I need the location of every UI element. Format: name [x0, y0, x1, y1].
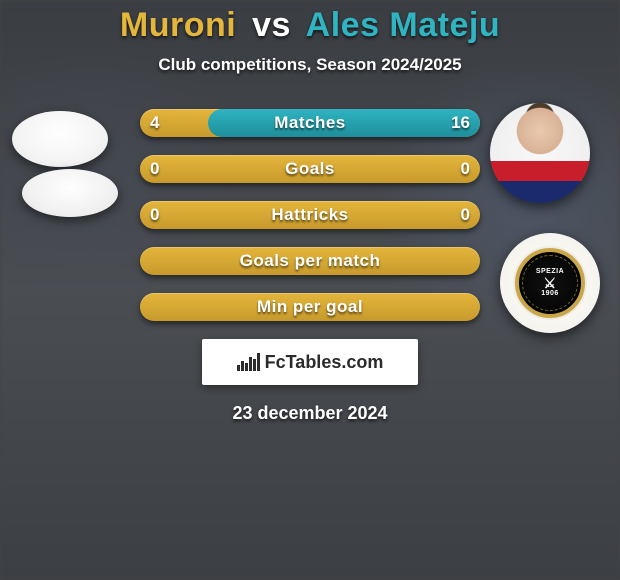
- player1-avatar: [12, 111, 108, 167]
- stat-bars: Matches416Goals00Hattricks00Goals per ma…: [140, 109, 480, 321]
- stat-row-goals: Goals0 0: [140, 155, 480, 183]
- spezia-crest-icon: SPEZIA ⚔ 1906: [515, 248, 585, 318]
- stat-value-right: 0: [461, 201, 470, 229]
- player2-club-crest: SPEZIA ⚔ 1906: [500, 233, 600, 333]
- stat-value-left: 0: [150, 155, 159, 183]
- title-player2: Ales Mateju: [306, 6, 500, 44]
- stat-value-left: 4: [150, 109, 159, 137]
- crest-bottom: 1906: [536, 290, 564, 298]
- subtitle: Club competitions, Season 2024/2025: [0, 55, 620, 75]
- crest-top: SPEZIA: [536, 268, 564, 276]
- watermark-text: FcTables.com: [265, 352, 384, 373]
- stat-row-matches: Matches4 16: [140, 109, 480, 137]
- title-vs: vs: [252, 6, 291, 44]
- stat-row-hattricks: Hattricks0 0: [140, 201, 480, 229]
- page-title: Muroni vs Ales Mateju: [0, 0, 620, 45]
- stat-label: Goals per match: [140, 247, 480, 275]
- stat-label: Hattricks: [140, 201, 480, 229]
- stat-value-right: 16: [451, 109, 470, 137]
- watermark: FcTables.com: [202, 339, 418, 385]
- title-player1: Muroni: [120, 6, 236, 44]
- content: Muroni vs Ales Mateju Club competitions,…: [0, 0, 620, 424]
- player2-avatar: [490, 103, 590, 203]
- stat-label: Min per goal: [140, 293, 480, 321]
- crest-text: SPEZIA ⚔ 1906: [536, 268, 564, 297]
- stat-value-right: 0: [461, 155, 470, 183]
- date-text: 23 december 2024: [0, 403, 620, 424]
- stat-value-left: 0: [150, 201, 159, 229]
- stat-label: Matches: [140, 109, 480, 137]
- stat-label: Goals: [140, 155, 480, 183]
- player1-club-crest: [22, 169, 118, 217]
- stat-row-min-per-goal: Min per goal: [140, 293, 480, 321]
- comparison-area: SPEZIA ⚔ 1906 Matches416Goals00Hattricks…: [0, 109, 620, 424]
- chart-icon: [237, 353, 259, 371]
- stat-row-goals-per-match: Goals per match: [140, 247, 480, 275]
